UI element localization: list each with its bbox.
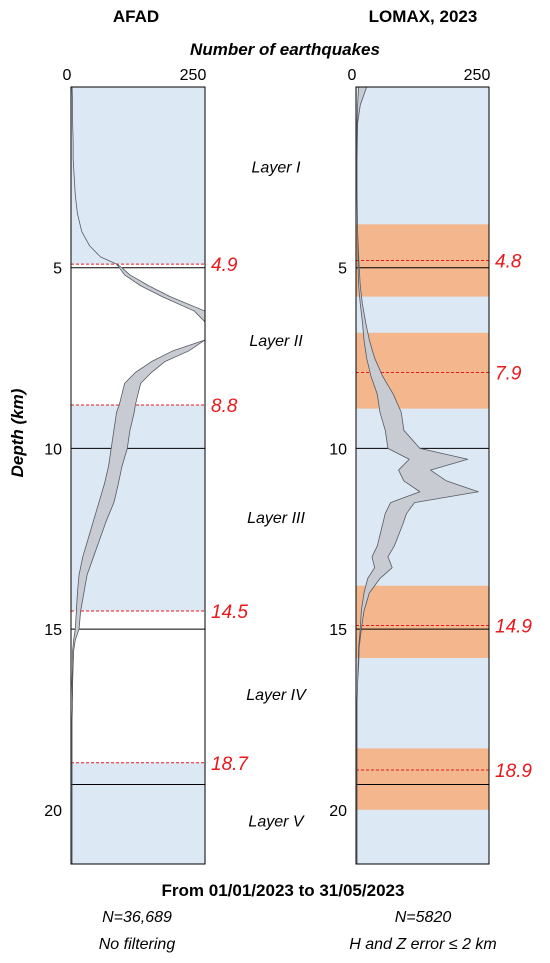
lomax-boundary-label-3: 18.9	[495, 761, 532, 782]
afad-boundary-label-1: 8.8	[211, 396, 238, 417]
afad-blue-band-1	[71, 405, 205, 612]
afad-x-tick-0: 0	[63, 67, 72, 84]
layer-label-2: Layer II	[249, 333, 303, 350]
afad-boundary-label-0: 4.9	[211, 255, 238, 276]
lomax-distribution-band	[356, 86, 479, 865]
layer-label-5: Layer V	[248, 814, 304, 831]
footer-left-n: N=36,689	[102, 909, 172, 926]
afad-panel: AFAD 0 250 5 10 15 20 4.9 8.8 14.5 18.7	[44, 7, 249, 865]
layer-labels: Layer I Layer II Layer III Layer IV Layer V	[246, 160, 307, 831]
lomax-boundary-label-2: 14.9	[495, 616, 532, 637]
afad-blue-band-0	[71, 87, 205, 265]
layer-label-3: Layer III	[247, 510, 305, 527]
footer-left-note: No filtering	[99, 936, 176, 953]
footer-right-n: N=5820	[395, 909, 452, 926]
footer-right-note: H and Z error ≤ 2 km	[349, 936, 496, 953]
afad-y-tick-20: 20	[44, 803, 62, 820]
afad-boundary-label-2: 14.5	[211, 602, 248, 623]
lomax-plot-frame	[355, 86, 490, 865]
lomax-boundary-label-1: 7.9	[495, 364, 522, 385]
lomax-y-tick-15: 15	[329, 622, 347, 639]
lomax-x-tick-250: 250	[464, 67, 491, 84]
lomax-y-tick-20: 20	[329, 803, 347, 820]
lomax-orange-band-2	[356, 585, 489, 659]
lomax-x-tick-0: 0	[348, 67, 357, 84]
afad-y-tick-15: 15	[44, 622, 62, 639]
lomax-boundary-label-0: 4.8	[495, 251, 522, 272]
afad-y-tick-5: 5	[53, 261, 62, 278]
afad-y-tick-10: 10	[44, 441, 62, 458]
layer-label-1: Layer I	[252, 160, 301, 177]
layer-label-4: Layer IV	[246, 687, 307, 704]
footer-period: From 01/01/2023 to 31/05/2023	[162, 881, 405, 900]
afad-blue-band-2	[71, 762, 205, 864]
afad-boundary-label-3: 18.7	[211, 754, 249, 775]
y-axis-label: Depth (km)	[8, 388, 27, 477]
x-axis-label: Number of earthquakes	[190, 40, 380, 59]
lomax-orange-band-3	[356, 748, 489, 810]
lomax-y-tick-5: 5	[338, 261, 347, 278]
lomax-panel-title: LOMAX, 2023	[369, 7, 478, 26]
afad-panel-title: AFAD	[113, 7, 159, 26]
lomax-y-tick-10: 10	[329, 441, 347, 458]
afad-x-tick-250: 250	[180, 67, 207, 84]
lomax-panel: LOMAX, 2023 0 250 5 10 15 20 4.8 7.9 14.9 18.9	[329, 7, 532, 865]
afad-plot-frame	[70, 86, 206, 865]
